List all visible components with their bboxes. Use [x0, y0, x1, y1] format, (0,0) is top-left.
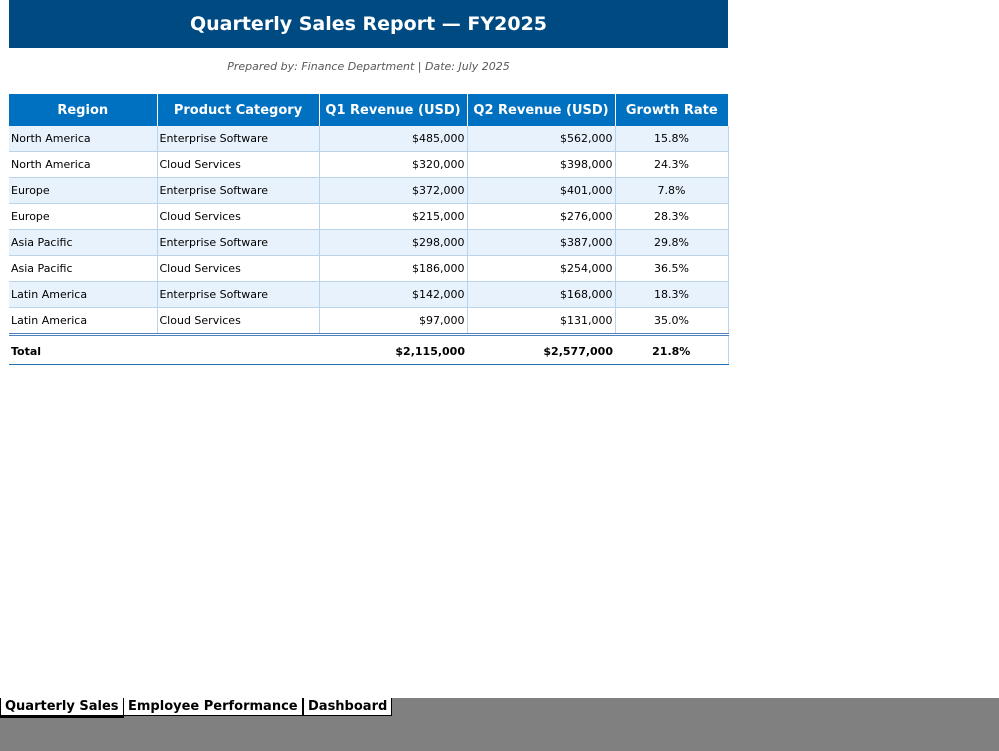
cell-region[interactable]: Asia Pacific: [9, 229, 158, 256]
report-title-text: Quarterly Sales Report — FY2025: [189, 13, 548, 35]
cell-growth-rate[interactable]: 15.8%: [615, 126, 729, 152]
report-title: Quarterly Sales Report — FY2025: [9, 0, 728, 48]
tab-quarterly-sales[interactable]: Quarterly Sales: [0, 698, 124, 718]
cell-product-category[interactable]: Cloud Services: [157, 203, 320, 230]
cell-region[interactable]: Europe: [9, 177, 158, 204]
cell-growth-rate[interactable]: 36.5%: [615, 255, 729, 282]
table-row: Europe Enterprise Software $372,000 $401…: [9, 177, 729, 204]
cell-q1-revenue[interactable]: $485,000: [319, 126, 468, 152]
cell-q2-revenue[interactable]: $254,000: [467, 255, 616, 282]
cell-q1-revenue[interactable]: $142,000: [319, 281, 468, 308]
column-header-q2-revenue[interactable]: Q2 Revenue (USD): [467, 94, 616, 126]
cell-product-category[interactable]: Enterprise Software: [157, 229, 320, 256]
table-row: Latin America Enterprise Software $142,0…: [9, 281, 729, 308]
cell-product-category[interactable]: Cloud Services: [157, 307, 320, 336]
cell-q2-revenue[interactable]: $387,000: [467, 229, 616, 256]
cell-q2-revenue[interactable]: $562,000: [467, 126, 616, 152]
total-row: Total $2,115,000 $2,577,000 21.8%: [9, 338, 729, 365]
cell-q2-revenue[interactable]: $401,000: [467, 177, 616, 204]
cell-growth-rate[interactable]: 35.0%: [615, 307, 729, 336]
total-growth-rate[interactable]: 21.8%: [615, 338, 729, 365]
column-header-product-category[interactable]: Product Category: [157, 94, 320, 126]
cell-region[interactable]: Latin America: [9, 307, 158, 336]
spacer-cell: [9, 334, 157, 338]
total-q2-revenue[interactable]: $2,577,000: [467, 338, 615, 365]
cell-product-category[interactable]: Cloud Services: [157, 255, 320, 282]
cell-q1-revenue[interactable]: $372,000: [319, 177, 468, 204]
table-row: North America Cloud Services $320,000 $3…: [9, 151, 729, 178]
sales-table: Region Product Category Q1 Revenue (USD)…: [9, 94, 729, 365]
table-row: Asia Pacific Enterprise Software $298,00…: [9, 229, 729, 256]
cell-q1-revenue[interactable]: $186,000: [319, 255, 468, 282]
header-row: Region Product Category Q1 Revenue (USD)…: [9, 94, 728, 126]
table-row: Asia Pacific Cloud Services $186,000 $25…: [9, 255, 729, 282]
cell-q2-revenue[interactable]: $131,000: [467, 307, 616, 336]
column-header-q1-revenue[interactable]: Q1 Revenue (USD): [319, 94, 468, 126]
cell-q1-revenue[interactable]: $215,000: [319, 203, 468, 230]
table-row: North America Enterprise Software $485,0…: [9, 126, 729, 152]
tab-employee-performance[interactable]: Employee Performance: [123, 698, 303, 716]
cell-q2-revenue[interactable]: $276,000: [467, 203, 616, 230]
cell-region[interactable]: North America: [9, 151, 158, 178]
cell-region[interactable]: Latin America: [9, 281, 158, 308]
cell-growth-rate[interactable]: 28.3%: [615, 203, 729, 230]
sheet-tab-bar: Quarterly Sales Employee Performance Das…: [0, 698, 999, 751]
cell-product-category[interactable]: Enterprise Software: [157, 281, 320, 308]
cell-region[interactable]: Europe: [9, 203, 158, 230]
total-label[interactable]: Total: [9, 338, 157, 365]
spacer-cell: [319, 334, 467, 338]
cell-q2-revenue[interactable]: $168,000: [467, 281, 616, 308]
cell-q1-revenue[interactable]: $320,000: [319, 151, 468, 178]
tab-dashboard[interactable]: Dashboard: [303, 698, 393, 716]
cell-growth-rate[interactable]: 29.8%: [615, 229, 729, 256]
cell-growth-rate[interactable]: 7.8%: [615, 177, 729, 204]
cell-q1-revenue[interactable]: $97,000: [319, 307, 468, 336]
table-row: Latin America Cloud Services $97,000 $13…: [9, 307, 729, 336]
table-row: Europe Cloud Services $215,000 $276,000 …: [9, 203, 729, 230]
column-header-growth-rate[interactable]: Growth Rate: [615, 94, 728, 126]
column-header-region[interactable]: Region: [9, 94, 158, 126]
cell-q2-revenue[interactable]: $398,000: [467, 151, 616, 178]
spacer-cell: [157, 334, 319, 338]
worksheet: Quarterly Sales Report — FY2025 Prepared…: [9, 0, 729, 365]
cell-product-category[interactable]: Enterprise Software: [157, 177, 320, 204]
cell-growth-rate[interactable]: 24.3%: [615, 151, 729, 178]
total-category[interactable]: [157, 338, 319, 365]
report-subtitle: Prepared by: Finance Department | Date: …: [227, 60, 510, 73]
cell-q1-revenue[interactable]: $298,000: [319, 229, 468, 256]
total-spacer-row: [9, 334, 729, 338]
cell-growth-rate[interactable]: 18.3%: [615, 281, 729, 308]
cell-region[interactable]: Asia Pacific: [9, 255, 158, 282]
cell-product-category[interactable]: Cloud Services: [157, 151, 320, 178]
spacer-cell: [615, 334, 729, 338]
cell-region[interactable]: North America: [9, 126, 158, 152]
total-q1-revenue[interactable]: $2,115,000: [319, 338, 467, 365]
cell-product-category[interactable]: Enterprise Software: [157, 126, 320, 152]
spacer-cell: [467, 334, 615, 338]
